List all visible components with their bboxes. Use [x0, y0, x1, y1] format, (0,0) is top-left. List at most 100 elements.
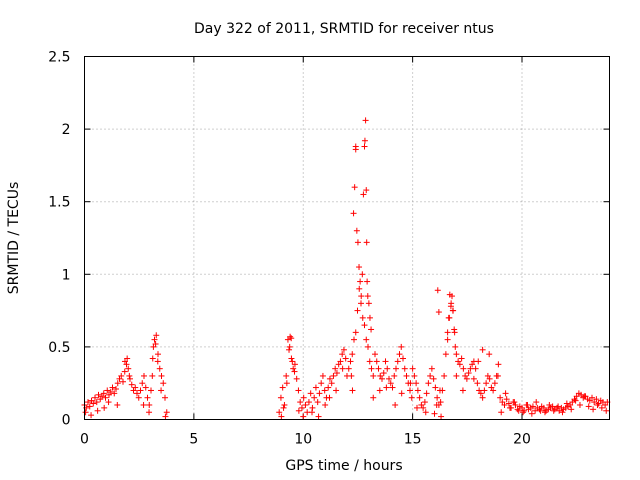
data-point: [319, 372, 326, 379]
data-point: [414, 404, 420, 411]
data-point: [356, 264, 363, 271]
data-point: [394, 358, 401, 365]
data-point: [283, 372, 290, 379]
data-point: [359, 314, 366, 321]
data-point: [450, 307, 457, 314]
x-tick-label: 20: [513, 432, 531, 448]
data-point: [100, 390, 107, 397]
data-point: [114, 380, 121, 387]
data-point: [506, 404, 513, 411]
data-point: [277, 394, 284, 401]
data-point: [568, 406, 575, 413]
data-point: [300, 394, 307, 401]
data-point: [90, 400, 97, 407]
data-point: [495, 361, 502, 368]
data-point: [465, 370, 472, 377]
data-point: [444, 336, 451, 343]
data-point: [134, 390, 140, 397]
data-point: [403, 372, 410, 379]
data-point: [474, 380, 481, 387]
data-point: [512, 401, 519, 408]
data-point: [286, 343, 293, 350]
data-point: [326, 375, 333, 382]
data-point: [125, 365, 132, 372]
plot-frame: [84, 56, 610, 420]
data-point: [494, 372, 501, 379]
data-point: [92, 394, 98, 401]
data-point: [421, 399, 428, 406]
data-point: [146, 409, 153, 416]
data-point: [368, 326, 375, 333]
data-point: [281, 401, 288, 408]
data-point: [142, 384, 149, 391]
data-point: [318, 380, 325, 387]
data-point: [366, 358, 373, 365]
data-point: [550, 407, 557, 414]
data-point: [340, 346, 347, 353]
data-point: [107, 388, 114, 395]
data-point: [140, 401, 147, 408]
data-point: [291, 368, 298, 375]
data-point: [427, 372, 434, 379]
data-point: [451, 326, 458, 333]
data-point: [408, 394, 415, 401]
data-point: [302, 401, 309, 408]
data-point: [126, 372, 133, 379]
data-point: [358, 293, 365, 300]
data-point: [311, 394, 318, 401]
data-point: [288, 335, 295, 342]
data-point: [342, 355, 349, 362]
data-point: [387, 380, 394, 387]
data-point: [503, 396, 510, 403]
data-point: [307, 390, 314, 397]
data-point: [486, 351, 493, 358]
data-point: [154, 358, 161, 365]
data-point: [352, 143, 359, 150]
data-point: [364, 278, 371, 285]
data-point: [529, 403, 536, 410]
data-point: [315, 413, 322, 420]
data-point: [384, 365, 391, 372]
data-point: [139, 380, 146, 387]
data-point: [479, 394, 486, 401]
data-point: [345, 365, 352, 372]
data-point: [152, 340, 159, 347]
data-point: [287, 333, 294, 340]
x-tick-label: 0: [80, 432, 89, 448]
data-point: [325, 384, 332, 391]
data-point: [149, 372, 156, 379]
data-point: [433, 401, 440, 408]
data-point: [141, 372, 147, 379]
y-tick-label: 0: [62, 413, 71, 429]
data-point: [467, 365, 474, 372]
data-point: [88, 412, 95, 419]
data-point: [300, 413, 307, 420]
data-point: [158, 387, 165, 394]
data-point: [422, 409, 429, 416]
data-point: [93, 399, 100, 406]
data-point: [162, 413, 169, 420]
data-point: [434, 287, 441, 294]
data-point: [353, 227, 360, 234]
data-point: [391, 372, 398, 379]
data-point: [361, 322, 368, 329]
data-point: [309, 409, 315, 416]
data-point: [432, 384, 439, 391]
data-point: [293, 375, 300, 382]
data-points: [81, 117, 611, 420]
data-point: [373, 358, 380, 365]
data-point: [86, 403, 93, 410]
data-point: [524, 401, 531, 408]
data-point: [486, 375, 493, 382]
x-tick-label: 10: [294, 432, 312, 448]
data-point: [155, 351, 161, 358]
data-point: [392, 401, 399, 408]
data-point: [364, 293, 371, 300]
data-point: [444, 329, 451, 336]
data-point: [124, 355, 131, 362]
data-point: [598, 404, 605, 411]
data-point: [357, 278, 364, 285]
data-point: [360, 191, 367, 198]
data-point: [452, 343, 459, 350]
data-point: [470, 375, 477, 382]
